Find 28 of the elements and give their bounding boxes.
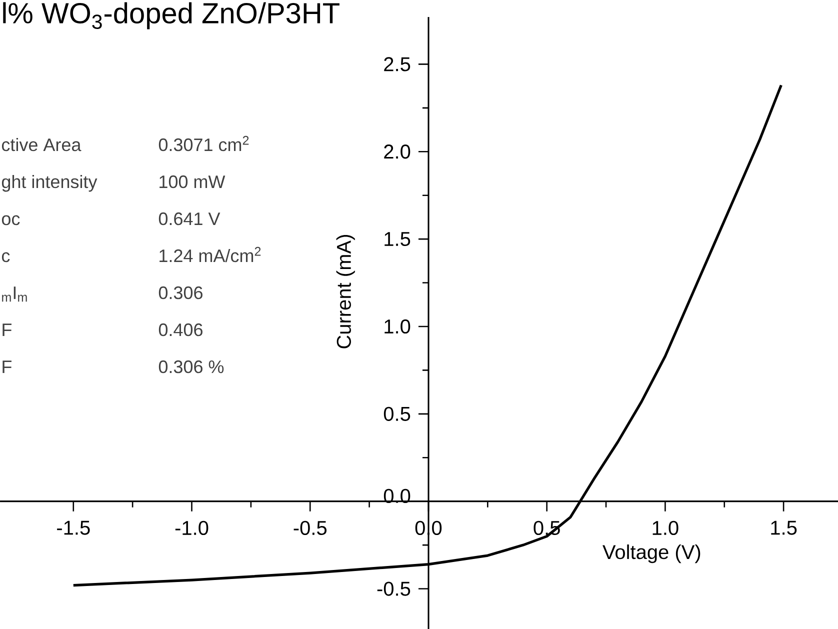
y-tick-label: 1.0	[384, 319, 410, 334]
y-tick-label: 2.5	[384, 57, 410, 72]
x-tick-label: 1.0	[652, 520, 678, 536]
x-tick-label: -1.5	[57, 520, 90, 535]
annotation: ght intensity	[2, 174, 98, 192]
y-axis-title: Current (mA)	[336, 234, 355, 348]
x-axis-title: Voltage (V)	[602, 544, 700, 564]
y-tick-label: 1.5	[384, 232, 410, 246]
chart-title: l% WO$_{3}$-doped ZnO/P3HT	[3, 2, 340, 30]
annotation: 0.3071 cm$^{2}$	[158, 136, 249, 152]
annotation: 0.306	[158, 286, 202, 300]
x-tick-label: -0.5	[294, 520, 327, 536]
annotation: 0.406	[158, 323, 202, 336]
annotation: ctive Area	[2, 138, 82, 152]
annotation: 100 mW	[160, 175, 226, 188]
annotation: 1.24 mA/cm$^{2}$	[160, 246, 261, 262]
annotation: oc	[2, 215, 20, 226]
x-tick-label: -1.0	[175, 520, 208, 536]
y-tick-label: 2.0	[384, 144, 410, 159]
annotation: 0.306 %	[158, 360, 224, 374]
x-tick-label: 1.5	[771, 520, 797, 535]
annotation: $_{m}$I$_{m}$	[2, 286, 27, 302]
y-tick-label: 0.5	[384, 406, 410, 421]
annotation: c	[2, 252, 10, 262]
annotation: 0.641 V	[158, 212, 220, 226]
annotation: F	[2, 324, 12, 336]
annotation: F	[2, 360, 12, 373]
y-tick-label: -0.5	[377, 582, 410, 596]
